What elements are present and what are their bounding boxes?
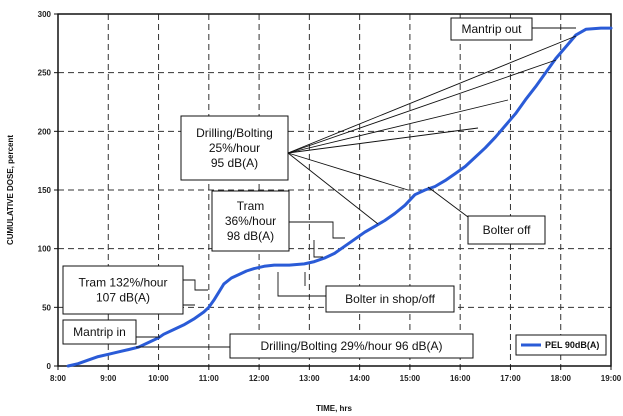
x-tick-label: 11:00 [199, 374, 220, 383]
annotation-box [211, 190, 290, 252]
annotation-text: 95 dB(A) [211, 156, 258, 170]
annotation-text: Drilling/Bolting [196, 126, 273, 140]
annotation-text: 25%/hour [209, 141, 260, 155]
x-axis-title: TIME, hrs [316, 404, 353, 413]
annotation-box [62, 265, 184, 315]
x-tick-label: 17:00 [500, 374, 521, 383]
x-tick-label: 9:00 [100, 374, 117, 383]
annotation-text: Tram 132%/hour [79, 276, 168, 290]
leader-line [427, 186, 469, 218]
annotation-text: Mantrip in [73, 325, 126, 339]
y-tick-label: 200 [38, 127, 52, 136]
legend-box [515, 334, 607, 356]
annotation-drilling-bolting-29: Drilling/Bolting 29%/hour 96 dB(A) [229, 333, 474, 359]
leader-line [287, 152, 379, 225]
annotation-box [180, 115, 289, 181]
legend-label: PEL 90dB(A) [545, 340, 599, 350]
y-tick-label: 0 [47, 362, 52, 371]
y-tick-label: 50 [42, 303, 51, 312]
y-tick-label: 150 [38, 186, 52, 195]
x-tick-label: 16:00 [450, 374, 471, 383]
y-axis-title: CUMULATIVE DOSE, percent [6, 135, 15, 245]
leader-line [287, 152, 409, 191]
y-tick-label: 300 [38, 10, 52, 19]
x-tick-label: 10:00 [148, 374, 169, 383]
annotation-text: Tram [237, 199, 265, 213]
leader-bracket [277, 272, 326, 297]
annotation-text: 98 dB(A) [227, 229, 274, 243]
leader-bracket [182, 280, 195, 306]
annotation-text: 107 dB(A) [96, 291, 150, 305]
leader-line [287, 59, 557, 154]
annotation-box [229, 333, 474, 359]
x-tick-label: 8:00 [50, 374, 67, 383]
annotation-bolter-off: Bolter off [467, 215, 546, 245]
y-tick-label: 250 [38, 69, 52, 78]
x-tick-label: 14:00 [349, 374, 370, 383]
series-line-pel [66, 26, 613, 368]
annotation-text: 36%/hour [225, 214, 276, 228]
annotation-bolter-in-shop: Bolter in shop/off [325, 285, 455, 313]
annotation-text: Mantrip out [461, 22, 522, 36]
annotation-box [62, 319, 137, 345]
x-tick-label: 12:00 [249, 374, 270, 383]
legend: PEL 90dB(A) [515, 334, 607, 356]
annotation-box [450, 17, 533, 41]
annotation-text: Bolter in shop/off [345, 292, 436, 306]
axes: 8:00 9:00 10:00 11:00 12:00 13:00 14:00 15:00 16… [38, 10, 622, 383]
x-tick-label: 13:00 [299, 374, 320, 383]
annotation-mantrip-in: Mantrip in [62, 319, 137, 345]
x-tick-label: 15:00 [400, 374, 421, 383]
annotation-text: Bolter off [483, 223, 531, 237]
annotation-mantrip-out: Mantrip out [450, 17, 533, 41]
y-tick-label: 100 [38, 245, 52, 254]
leader-line [287, 35, 577, 154]
annotation-box [467, 215, 546, 245]
annotation-text: Drilling/Bolting 29%/hour 96 dB(A) [260, 339, 442, 353]
leader-bracket [288, 221, 345, 239]
leader-line [287, 127, 479, 154]
annotation-box [325, 285, 455, 313]
leader-bracket [183, 279, 208, 291]
leader-bracket [313, 240, 323, 258]
series-layer [66, 26, 613, 368]
x-tick-label: 18:00 [550, 374, 571, 383]
leader-line [287, 99, 509, 154]
x-tick-label: 19:00 [601, 374, 622, 383]
